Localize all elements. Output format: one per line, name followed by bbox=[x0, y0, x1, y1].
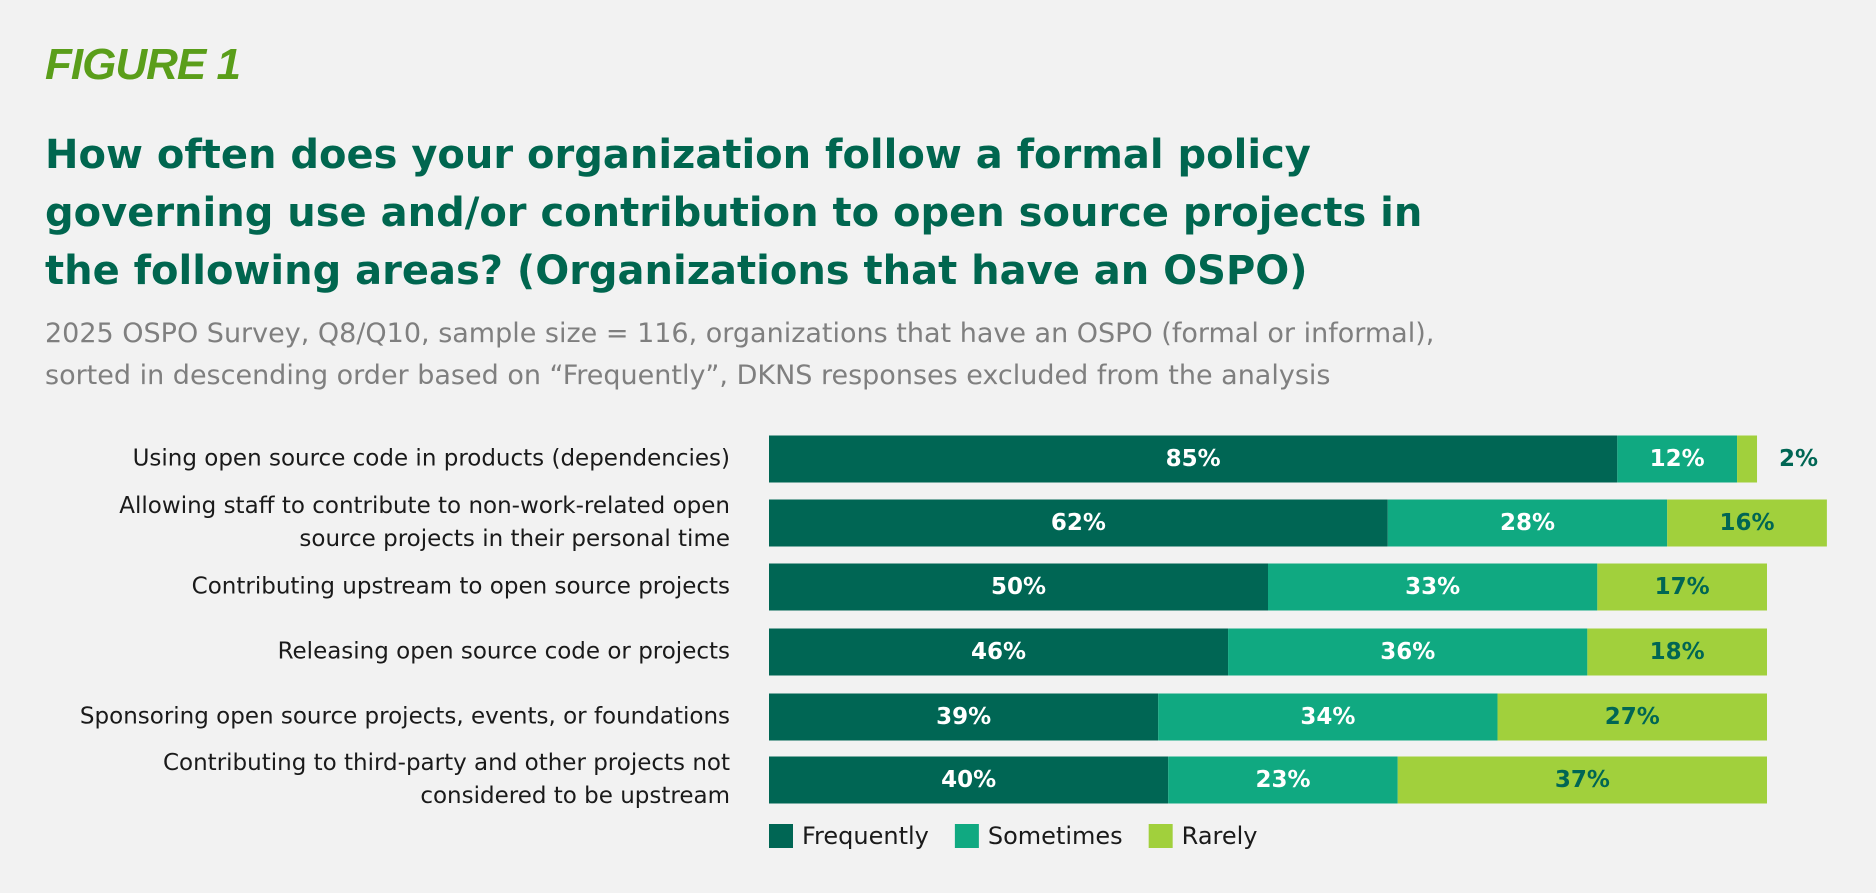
bar-segment bbox=[1737, 435, 1758, 483]
bar-segment bbox=[1667, 499, 1827, 547]
data-label: 2% bbox=[1779, 446, 1818, 472]
bar-segment bbox=[1497, 693, 1767, 741]
bar-segment bbox=[769, 756, 1169, 804]
data-label: 85% bbox=[1166, 446, 1221, 472]
data-label: 17% bbox=[1655, 574, 1710, 600]
bar-segment bbox=[1617, 435, 1738, 483]
data-label: 50% bbox=[991, 574, 1046, 600]
data-label: 36% bbox=[1380, 639, 1435, 665]
chart-title: How often does your organization follow … bbox=[45, 132, 1423, 294]
bar-segment bbox=[1387, 499, 1668, 547]
bar-segment bbox=[1587, 628, 1767, 676]
legend-label: Frequently bbox=[802, 822, 929, 850]
category-label: Contributing upstream to open source pro… bbox=[191, 573, 730, 600]
legend-label: Rarely bbox=[1182, 822, 1258, 850]
category-label: Releasing open source code or projects bbox=[277, 638, 730, 665]
bar-segment bbox=[769, 628, 1229, 676]
data-label: 37% bbox=[1555, 767, 1610, 793]
data-label: 46% bbox=[971, 639, 1026, 665]
bar-segment bbox=[1597, 563, 1767, 611]
bar-segment bbox=[769, 499, 1388, 547]
legend-swatch bbox=[1148, 824, 1173, 848]
data-label: 23% bbox=[1255, 767, 1310, 793]
data-label: 34% bbox=[1300, 704, 1355, 730]
category-label: Allowing staff to contribute to non-work… bbox=[119, 493, 730, 552]
data-label: 16% bbox=[1720, 510, 1775, 536]
data-label: 62% bbox=[1051, 510, 1106, 536]
category-label: Using open source code in products (depe… bbox=[132, 445, 730, 472]
category-label: Sponsoring open source projects, events,… bbox=[79, 703, 730, 730]
bar-segment bbox=[769, 435, 1618, 483]
chart-subtitle: 2025 OSPO Survey, Q8/Q10, sample size = … bbox=[45, 318, 1435, 391]
legend-swatch bbox=[769, 824, 793, 848]
bar-segment bbox=[1228, 628, 1588, 676]
bar-segment bbox=[1397, 756, 1767, 804]
bar-segment bbox=[1168, 756, 1398, 804]
legend-swatch bbox=[954, 824, 979, 848]
data-label: 33% bbox=[1405, 574, 1460, 600]
data-label: 39% bbox=[936, 704, 991, 730]
data-label: 28% bbox=[1500, 510, 1555, 536]
data-label: 18% bbox=[1650, 639, 1705, 665]
bar-segment bbox=[769, 563, 1268, 611]
data-label: 40% bbox=[941, 767, 996, 793]
bar-segment bbox=[769, 693, 1159, 741]
data-label: 12% bbox=[1650, 446, 1705, 472]
data-label: 27% bbox=[1605, 704, 1660, 730]
bar-segment bbox=[1158, 693, 1498, 741]
bar-segment bbox=[1268, 563, 1598, 611]
figure-label: FIGURE 1 bbox=[45, 40, 241, 89]
category-label: Contributing to third-party and other pr… bbox=[162, 750, 730, 809]
legend-label: Sometimes bbox=[988, 822, 1123, 850]
